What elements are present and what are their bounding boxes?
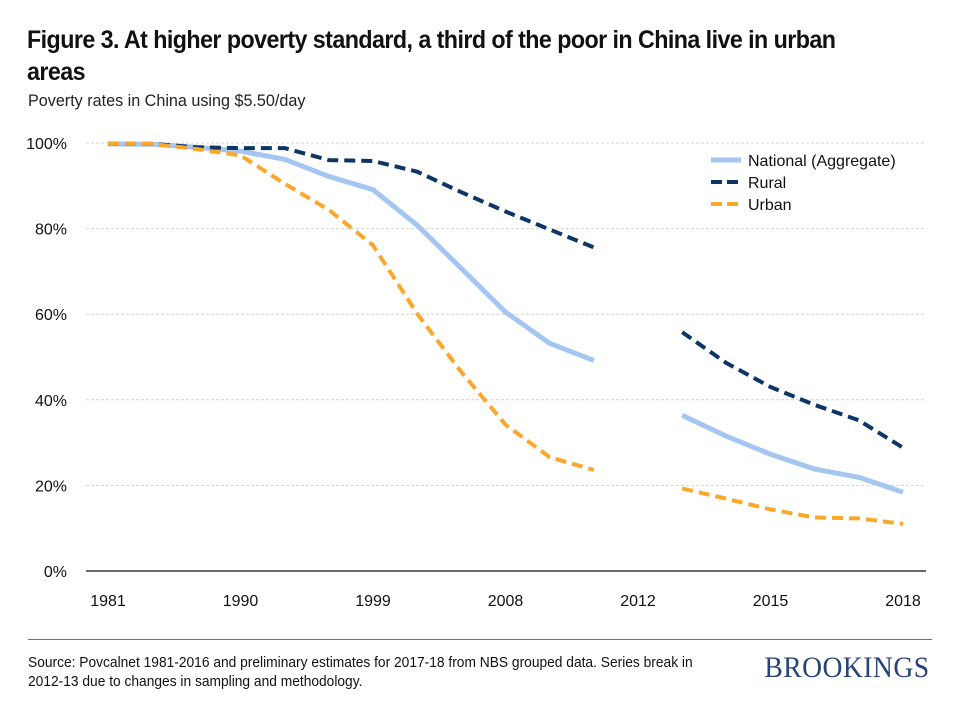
series-line-segment [108, 141, 595, 472]
series-urban [108, 141, 904, 526]
series-line-segment [681, 486, 904, 526]
x-tick-label: 1990 [223, 593, 259, 610]
x-axis-tick-labels: 1981 1990 1999 2008 2012 2015 2018 [90, 593, 921, 610]
x-tick-label: 2015 [753, 593, 789, 610]
y-tick-label: 60% [35, 307, 67, 324]
chart-subtitle: Poverty rates in China using $5.50/day [28, 91, 306, 110]
series-line-segment [681, 330, 905, 450]
y-tick-label: 40% [35, 393, 67, 410]
legend-label: National (Aggregate) [748, 153, 896, 170]
brookings-logo: BROOKINGS [764, 651, 930, 684]
legend: National (Aggregate) Rural Urban [711, 153, 896, 214]
x-tick-label: 2012 [620, 593, 656, 610]
x-tick-label: 1999 [355, 593, 391, 610]
y-tick-label: 100% [26, 136, 67, 153]
x-tick-label: 2008 [488, 593, 524, 610]
legend-item: National (Aggregate) [711, 153, 896, 170]
series-rural [108, 141, 905, 450]
y-tick-label: 20% [35, 478, 67, 495]
y-axis-tick-labels: 0% 20% 40% 60% 80% 100% [26, 136, 67, 581]
series-line-segment [681, 412, 904, 495]
series-lines [107, 141, 905, 526]
legend-item: Urban [711, 197, 792, 214]
series-line-segment [108, 141, 595, 250]
chart-title: Figure 3. At higher poverty standard, a … [27, 26, 836, 86]
x-tick-label: 1981 [90, 593, 126, 610]
x-tick-label: 2018 [885, 593, 921, 610]
legend-label: Urban [748, 197, 792, 214]
legend-label: Rural [748, 175, 786, 192]
source-note: Source: Povcalnet 1981-2016 and prelimin… [28, 655, 693, 690]
legend-item: Rural [711, 175, 786, 192]
y-tick-label: 80% [35, 222, 67, 239]
series-national-aggregate [107, 141, 904, 495]
footer-divider [28, 639, 932, 640]
y-tick-label: 0% [44, 564, 67, 581]
series-line-segment [107, 141, 595, 363]
line-chart: 0% 20% 40% 60% 80% 100% 1981 1990 1999 2008 2012 2… [26, 136, 926, 610]
